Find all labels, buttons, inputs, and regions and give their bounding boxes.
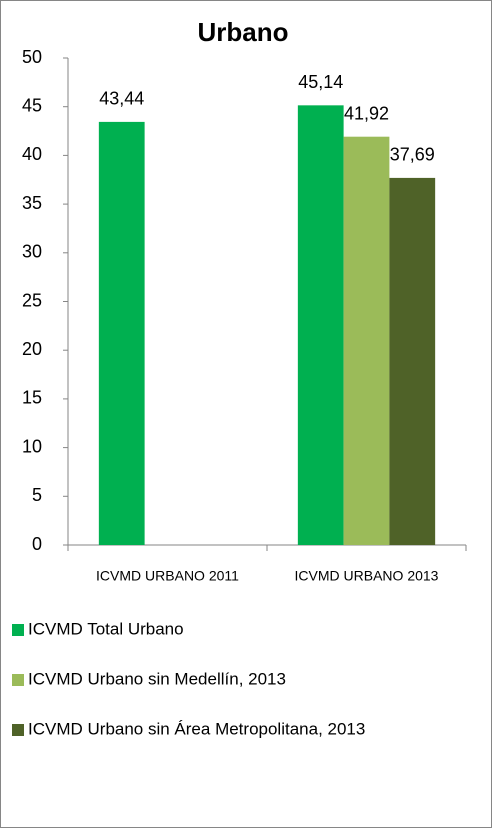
bar xyxy=(389,177,436,545)
y-tick-label: 20 xyxy=(22,339,42,359)
y-tick-label: 50 xyxy=(22,47,42,67)
legend-swatch xyxy=(12,724,24,736)
bar xyxy=(98,121,145,545)
data-label: 41,92 xyxy=(344,103,389,123)
legend-swatch xyxy=(12,674,24,686)
y-tick-label: 5 xyxy=(32,485,42,505)
bar xyxy=(343,136,390,545)
y-tick-label: 40 xyxy=(22,144,42,164)
legend-label: ICVMD Urbano sin Área Metropolitana, 201… xyxy=(28,719,365,738)
y-tick-label: 30 xyxy=(22,242,42,262)
x-tick-label: ICVMD URBANO 2013 xyxy=(295,568,439,584)
legend-label: ICVMD Urbano sin Medellín, 2013 xyxy=(28,669,286,688)
data-label: 45,14 xyxy=(298,72,343,92)
x-tick-label: ICVMD URBANO 2011 xyxy=(96,568,239,584)
y-tick-label: 15 xyxy=(22,388,42,408)
data-label: 37,69 xyxy=(390,145,435,165)
y-tick-label: 35 xyxy=(22,193,42,213)
y-tick-label: 25 xyxy=(22,290,42,310)
y-tick-label: 45 xyxy=(22,95,42,115)
chart-title: Urbano xyxy=(198,17,289,47)
y-tick-label: 0 xyxy=(32,534,42,554)
legend-label: ICVMD Total Urbano xyxy=(28,619,184,638)
bar xyxy=(297,105,344,546)
data-label: 43,44 xyxy=(99,89,144,109)
legend-swatch xyxy=(12,624,24,636)
y-tick-label: 10 xyxy=(22,436,42,456)
